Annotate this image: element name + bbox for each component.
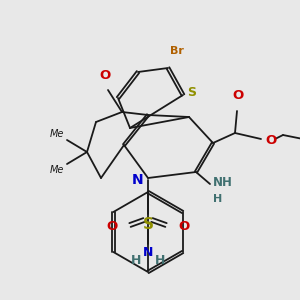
Text: O: O <box>178 220 189 233</box>
Text: H: H <box>213 194 222 204</box>
Text: Me: Me <box>50 165 64 175</box>
Text: O: O <box>107 220 118 233</box>
Text: Me: Me <box>50 129 64 139</box>
Text: N: N <box>143 246 153 259</box>
Text: O: O <box>232 89 244 102</box>
Text: H: H <box>155 254 165 267</box>
Text: S: S <box>187 86 196 100</box>
Text: S: S <box>142 217 154 232</box>
Text: Br: Br <box>170 46 184 56</box>
Text: O: O <box>99 69 111 82</box>
Text: H: H <box>131 254 141 267</box>
Text: NH: NH <box>213 176 233 190</box>
Text: N: N <box>131 173 143 187</box>
Text: O: O <box>265 134 276 148</box>
